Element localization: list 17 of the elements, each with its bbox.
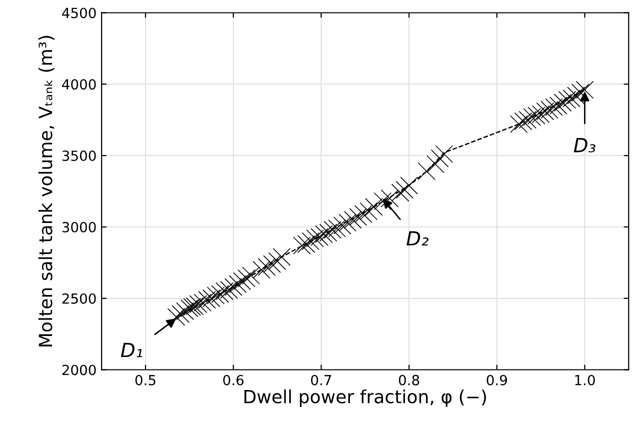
y-axis-title: Molten salt tank volume, Vₜₐₙₖ (m³) xyxy=(38,36,54,346)
x-tick-label: 1.0 xyxy=(575,374,595,386)
x-tick-label: 0.6 xyxy=(223,374,244,386)
y-tick-label: 4500 xyxy=(62,8,96,18)
x-tick-label: 0.7 xyxy=(311,374,332,386)
x-tick-label: 0.8 xyxy=(398,374,420,386)
x-axis-title: Dwell power fraction, φ (−) xyxy=(244,389,486,407)
y-tick-label: 3500 xyxy=(62,150,96,162)
annotation: D₃ xyxy=(574,138,596,152)
y-tick-label: 2500 xyxy=(62,293,96,304)
x-tick-label: 0.5 xyxy=(135,374,156,386)
annotation: D₁ xyxy=(120,342,142,358)
y-tick-label: 3000 xyxy=(62,222,96,232)
y-tick-label: 4000 xyxy=(62,79,96,90)
y-tick-label: 2000 xyxy=(62,364,96,376)
annotation: D₂ xyxy=(406,231,428,246)
x-tick-label: 0.9 xyxy=(486,374,507,386)
